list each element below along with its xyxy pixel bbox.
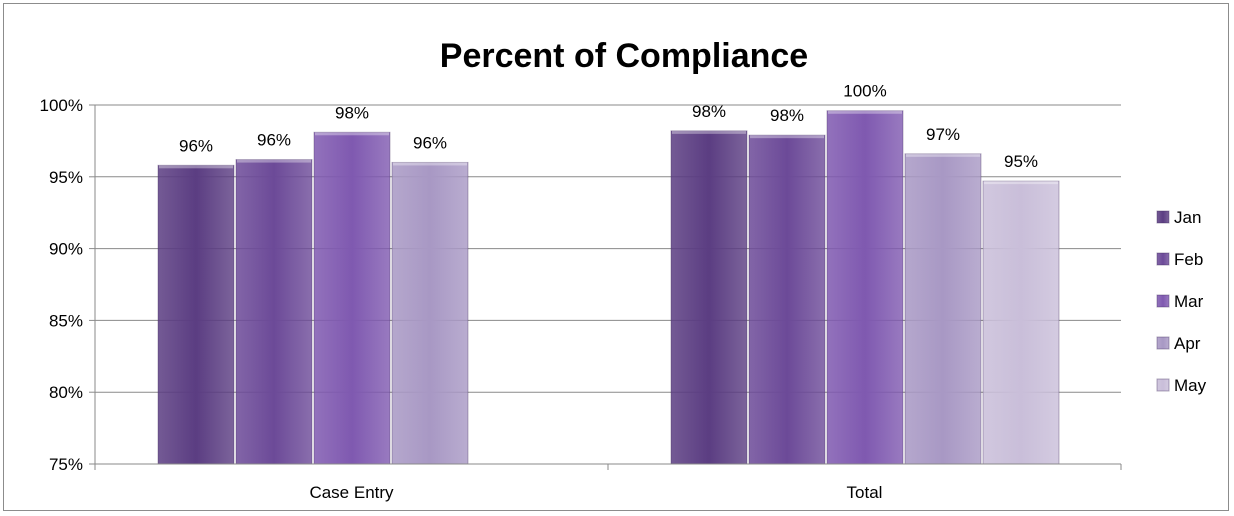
bar-jan-1: [670, 130, 748, 465]
bar-highlight: [828, 110, 902, 114]
axes: 100% 95% 90% 85% 80% 75% Case Entry Total: [40, 96, 1122, 502]
bar-highlight: [393, 162, 467, 166]
bar-highlight: [672, 130, 746, 134]
data-label: 96%: [413, 133, 447, 152]
data-label: 97%: [926, 125, 960, 144]
legend-label-may: May: [1174, 376, 1207, 395]
bar-highlight: [750, 135, 824, 139]
data-label: 98%: [335, 103, 369, 122]
y-tick-label: 90%: [49, 240, 83, 259]
legend-swatch-mar: [1156, 294, 1170, 308]
bar-jan-0: [157, 164, 235, 465]
data-label: 95%: [1004, 152, 1038, 171]
chart-area: Percent of Compliance 100% 95% 90% 85% 80% 75…: [3, 3, 1229, 511]
bar-feb-1: [748, 134, 826, 465]
data-label: 98%: [770, 106, 804, 125]
y-tick-label: 100%: [40, 96, 83, 115]
y-tick-label: 75%: [49, 455, 83, 474]
bars: [157, 110, 1060, 465]
x-tick-label: Case Entry: [309, 483, 394, 502]
data-label: 96%: [257, 131, 291, 150]
legend-label-feb: Feb: [1174, 250, 1203, 269]
data-labels: 96% 98% 96% 98% 98% 100% 96% 97% 95%: [179, 82, 1038, 171]
legend-label-apr: Apr: [1174, 334, 1201, 353]
bar-mar-1: [826, 110, 904, 465]
bar-highlight: [906, 153, 980, 157]
legend-swatch-feb: [1156, 252, 1170, 266]
bar-apr-1: [904, 153, 982, 465]
bar-feb-0: [235, 159, 313, 465]
y-tick-label: 80%: [49, 383, 83, 402]
data-label: 98%: [692, 102, 726, 121]
legend-swatch-may: [1156, 378, 1170, 392]
y-tick-label: 95%: [49, 168, 83, 187]
bar-mar-0: [313, 131, 391, 465]
y-tick-label: 85%: [49, 311, 83, 330]
data-label: 96%: [179, 136, 213, 155]
data-label: 100%: [843, 82, 886, 101]
legend-label-mar: Mar: [1174, 292, 1204, 311]
bar-may-1: [982, 180, 1060, 465]
legend-swatch-apr: [1156, 336, 1170, 350]
bar-highlight: [159, 165, 233, 169]
legend-swatch-jan: [1156, 210, 1170, 224]
chart-svg: Percent of Compliance 100% 95% 90% 85% 80% 75…: [40, 37, 1207, 502]
bar-highlight: [237, 159, 311, 163]
chart-title: Percent of Compliance: [440, 37, 808, 75]
legend: Jan Feb Mar Apr May: [1156, 208, 1207, 395]
bar-highlight: [984, 181, 1058, 185]
legend-label-jan: Jan: [1174, 208, 1201, 227]
x-tick-label: Total: [847, 483, 883, 502]
bar-apr-0: [391, 161, 469, 465]
bar-highlight: [315, 132, 389, 136]
